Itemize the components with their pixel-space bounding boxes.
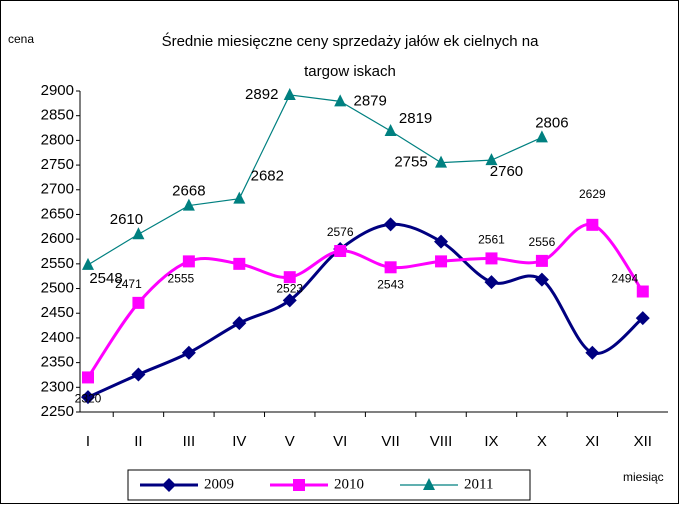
x-tick-label: III — [183, 433, 196, 450]
data-label: 2668 — [172, 183, 205, 200]
data-label: 2892 — [245, 86, 278, 103]
marker — [283, 87, 296, 100]
data-label: 2556 — [529, 235, 556, 249]
legend-label: 2011 — [464, 476, 493, 492]
data-label: 2471 — [115, 277, 142, 291]
y-tick-label: 2450 — [41, 304, 74, 321]
data-label: 2576 — [327, 225, 354, 239]
y-tick-label: 2700 — [41, 181, 74, 198]
marker — [484, 275, 499, 290]
marker — [233, 257, 246, 270]
marker — [434, 234, 449, 249]
series-line — [87, 222, 644, 399]
y-tick-label: 2900 — [41, 82, 74, 99]
marker — [586, 218, 599, 231]
data-label: 2555 — [168, 272, 195, 286]
data-label: 2494 — [611, 272, 638, 286]
y-tick-label: 2750 — [41, 156, 74, 173]
marker — [384, 124, 397, 137]
marker — [383, 217, 398, 232]
y-tick-label: 2550 — [41, 255, 74, 272]
series-line — [86, 223, 644, 379]
x-tick-label: II — [134, 433, 142, 450]
data-label: 2543 — [377, 277, 404, 291]
y-tick-label: 2650 — [41, 205, 74, 222]
marker — [282, 293, 297, 308]
y-tick-label: 2500 — [41, 280, 74, 297]
y-tick-label: 2350 — [41, 354, 74, 371]
x-tick-label: VIII — [430, 433, 453, 450]
marker — [485, 252, 498, 265]
marker — [534, 272, 549, 287]
marker — [535, 130, 548, 143]
data-label: 2629 — [579, 187, 606, 201]
x-tick-label: I — [86, 433, 90, 450]
marker — [535, 254, 548, 267]
y-tick-label: 2400 — [41, 329, 74, 346]
marker — [131, 367, 146, 382]
y-tick-label: 2800 — [41, 131, 74, 148]
marker — [182, 198, 195, 211]
chart-title: Średnie miesięczne ceny sprzedaży jałów … — [162, 32, 540, 50]
x-tick-label: IV — [232, 433, 246, 450]
data-label: 2879 — [353, 92, 386, 109]
marker — [485, 153, 498, 166]
marker — [162, 478, 176, 492]
marker — [435, 255, 448, 268]
y-tick-label: 2300 — [41, 378, 74, 395]
marker — [423, 478, 435, 490]
marker — [435, 155, 448, 168]
marker — [81, 390, 95, 405]
x-tick-label: X — [537, 433, 547, 450]
legend-label: 2009 — [204, 476, 234, 492]
x-tick-label: XII — [634, 433, 652, 450]
data-label: 2819 — [399, 110, 432, 127]
marker — [132, 227, 145, 240]
y-tick-label: 2250 — [41, 403, 74, 420]
y-tick-label: 2600 — [41, 230, 74, 247]
y-tick-label: 2850 — [41, 107, 74, 124]
marker — [334, 245, 347, 258]
y-axis-label: cena — [8, 32, 34, 46]
marker — [585, 345, 600, 360]
marker — [182, 255, 195, 268]
marker — [384, 261, 397, 274]
series-line — [87, 94, 543, 266]
x-tick-label: VII — [381, 433, 399, 450]
data-label: 2760 — [490, 163, 523, 180]
data-label: 2320 — [75, 392, 102, 406]
data-label: 2682 — [251, 168, 284, 185]
data-label: 2806 — [535, 114, 568, 131]
marker — [233, 191, 246, 204]
marker — [334, 94, 347, 107]
marker — [82, 257, 94, 270]
chart-title: targow iskach — [304, 63, 396, 80]
x-tick-label: V — [285, 433, 295, 450]
legend-label: 2010 — [334, 476, 364, 492]
marker — [636, 285, 649, 298]
marker — [635, 311, 650, 326]
data-label: 2755 — [394, 154, 427, 171]
marker — [283, 271, 296, 284]
marker — [82, 371, 94, 384]
marker — [181, 345, 196, 360]
marker — [293, 479, 305, 491]
data-label: 2610 — [110, 211, 143, 228]
marker — [232, 316, 247, 331]
x-tick-label: XI — [585, 433, 599, 450]
x-axis-label: miesiąc — [623, 470, 664, 484]
data-label: 2548 — [89, 270, 122, 287]
data-label: 2561 — [478, 233, 505, 247]
data-label: 2523 — [276, 281, 303, 295]
x-tick-label: VI — [333, 433, 347, 450]
x-tick-label: IX — [484, 433, 498, 450]
marker — [132, 296, 145, 309]
